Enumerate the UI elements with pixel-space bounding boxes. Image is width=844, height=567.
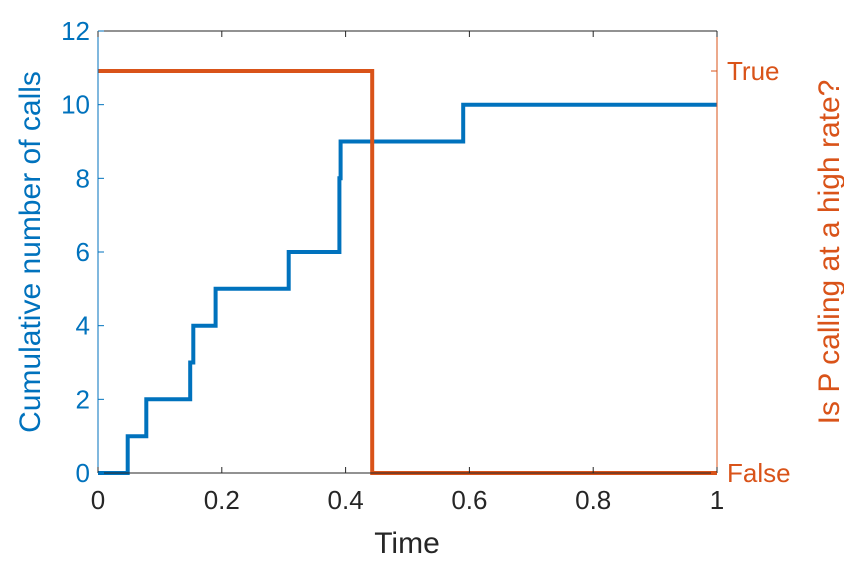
x-tick-label: 0.4 — [328, 485, 364, 515]
x-tick-label: 0.6 — [451, 485, 487, 515]
y-tick-label-left: 8 — [76, 163, 90, 193]
series-line-cumulative-calls — [98, 102, 717, 475]
y-tick-label-left: 0 — [76, 458, 90, 488]
y-tick-label-left: 10 — [61, 90, 90, 120]
y-tick-label-left: 2 — [76, 384, 90, 414]
y-tick-label-left: 6 — [76, 237, 90, 267]
y-axis-label-right: Is P calling at a high rate? — [813, 80, 844, 425]
y-tick-label-right: True — [727, 56, 780, 86]
x-tick-label: 1 — [710, 485, 724, 515]
axes-layer — [97, 30, 718, 474]
y-axis-label-left: Cumulative number of calls — [14, 71, 47, 433]
x-axis-label: Time — [374, 527, 440, 560]
x-tick-label: 0 — [91, 485, 105, 515]
x-tick-label: 0.2 — [204, 485, 240, 515]
y-tick-label-left: 12 — [61, 16, 90, 46]
x-tick-label: 0.8 — [575, 485, 611, 515]
plot-area — [98, 31, 717, 473]
y-tick-label-right: False — [727, 458, 791, 488]
y-tick-label-left: 4 — [76, 311, 90, 341]
